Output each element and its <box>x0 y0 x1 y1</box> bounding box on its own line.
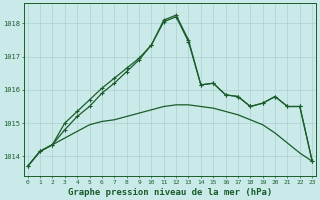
X-axis label: Graphe pression niveau de la mer (hPa): Graphe pression niveau de la mer (hPa) <box>68 188 272 197</box>
